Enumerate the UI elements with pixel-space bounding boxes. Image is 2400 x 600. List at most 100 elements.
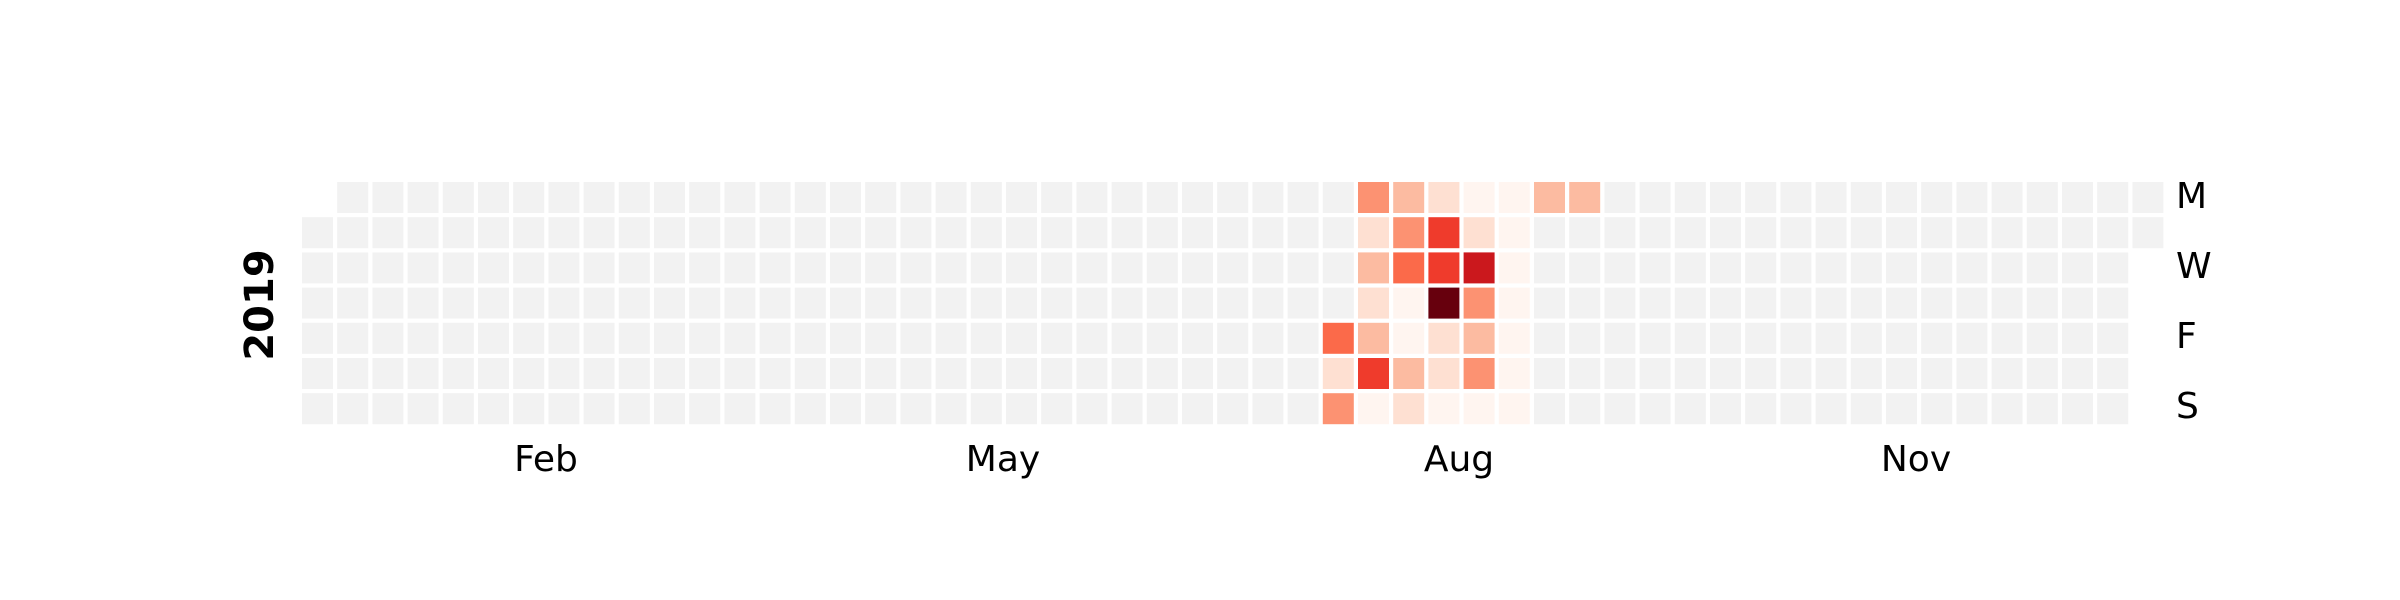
heatmap-cell: [442, 182, 474, 213]
heatmap-cell: [1252, 217, 1284, 249]
month-label-nov: Nov: [1881, 439, 1951, 480]
heatmap-cell: [2132, 182, 2164, 213]
heatmap-cell: [337, 322, 369, 354]
heatmap-cell: [1815, 322, 1847, 354]
heatmap-cell: [1604, 393, 1636, 425]
heatmap-cell: [759, 287, 791, 319]
heatmap-cell: [2097, 322, 2129, 354]
month-label-feb: Feb: [514, 439, 578, 480]
heatmap-cell: [302, 322, 333, 354]
heatmap-cell: [935, 252, 967, 284]
heatmap-cell: [1639, 287, 1671, 319]
heatmap-cell: [2062, 322, 2093, 354]
heatmap-cell: [513, 182, 545, 213]
heatmap-cell: [935, 287, 967, 319]
heatmap-cell: [1569, 252, 1601, 284]
heatmap-cell: [654, 252, 685, 284]
heatmap-cell: [442, 217, 474, 249]
heatmap-cell: [1639, 358, 1671, 389]
heatmap-cell: [1886, 217, 1917, 249]
heatmap-cell: [830, 217, 861, 249]
heatmap-cell: [2062, 217, 2093, 249]
heatmap-cell: [1850, 287, 1882, 319]
heatmap-cell: [407, 287, 439, 319]
heatmap-cell: [548, 252, 580, 284]
heatmap-cell: [2026, 287, 2058, 319]
heatmap-cell: [900, 182, 932, 213]
heatmap-cell: [1710, 393, 1741, 425]
heatmap-cell: [1991, 252, 2023, 284]
heatmap-cell: [1393, 182, 1425, 213]
heatmap-cell: [1041, 358, 1073, 389]
heatmap-cell: [1921, 393, 1953, 425]
heatmap-cell: [513, 252, 545, 284]
heatmap-cell: [1358, 322, 1389, 354]
heatmap-cell: [372, 358, 404, 389]
heatmap-cell: [1252, 322, 1284, 354]
heatmap-cell: [1956, 358, 1988, 389]
heatmap-cell: [2062, 252, 2093, 284]
heatmap-cell: [1076, 393, 1108, 425]
heatmap-cell: [1815, 217, 1847, 249]
year-label: 2019: [237, 249, 283, 360]
heatmap-cell: [1780, 217, 1812, 249]
heatmap-cell: [1921, 358, 1953, 389]
heatmap-cell: [759, 217, 791, 249]
heatmap-cell: [1639, 252, 1671, 284]
heatmap-cell: [1111, 287, 1143, 319]
heatmap-cell: [830, 252, 861, 284]
heatmap-cell: [1111, 252, 1143, 284]
heatmap-cell: [1850, 358, 1882, 389]
heatmap-cell: [689, 217, 721, 249]
heatmap-cell: [1393, 358, 1425, 389]
heatmap-cell: [548, 217, 580, 249]
heatmap-labels: 2019 Feb May Aug Nov M W F S: [237, 176, 2212, 480]
heatmap-cell: [1146, 252, 1178, 284]
heatmap-cell: [830, 182, 861, 213]
heatmap-cell: [724, 358, 756, 389]
heatmap-cell: [1111, 358, 1143, 389]
heatmap-cell: [1111, 217, 1143, 249]
heatmap-cell: [654, 393, 685, 425]
heatmap-cell: [1604, 358, 1636, 389]
heatmap-cell: [865, 182, 897, 213]
heatmap-cell: [1886, 322, 1917, 354]
heatmap-cell: [830, 393, 861, 425]
heatmap-cell: [1710, 287, 1741, 319]
heatmap-cell: [1991, 358, 2023, 389]
heatmap-cell: [1217, 393, 1249, 425]
heatmap-cell: [794, 322, 826, 354]
heatmap-cell: [654, 322, 685, 354]
heatmap-cell: [2062, 393, 2093, 425]
heatmap-cell: [830, 322, 861, 354]
weekday-label-f: F: [2176, 316, 2197, 357]
heatmap-cell: [1006, 217, 1037, 249]
heatmap-cell: [1322, 358, 1354, 389]
heatmap-cell: [1041, 393, 1073, 425]
heatmap-cell: [583, 393, 615, 425]
heatmap-cell: [1041, 322, 1073, 354]
heatmap-cell: [407, 358, 439, 389]
heatmap-cell: [1604, 252, 1636, 284]
heatmap-cell: [970, 322, 1002, 354]
heatmap-cell: [1358, 287, 1389, 319]
month-label-aug: Aug: [1424, 439, 1494, 480]
heatmap-cell: [2026, 252, 2058, 284]
heatmap-cell: [689, 322, 721, 354]
heatmap-cell: [1674, 322, 1706, 354]
heatmap-cell: [1815, 252, 1847, 284]
heatmap-cell: [1287, 287, 1319, 319]
heatmap-cell: [302, 358, 333, 389]
heatmap-cell: [794, 287, 826, 319]
heatmap-cell: [1745, 322, 1777, 354]
heatmap-cell: [1886, 287, 1917, 319]
heatmap-cell: [1111, 322, 1143, 354]
heatmap-cell: [1463, 393, 1495, 425]
heatmap-cell: [2097, 217, 2129, 249]
heatmap-cell: [1921, 217, 1953, 249]
heatmap-cell: [1428, 217, 1460, 249]
heatmap-cell: [1322, 393, 1354, 425]
heatmap-cell: [759, 393, 791, 425]
heatmap-cell: [337, 287, 369, 319]
heatmap-cell: [1850, 393, 1882, 425]
